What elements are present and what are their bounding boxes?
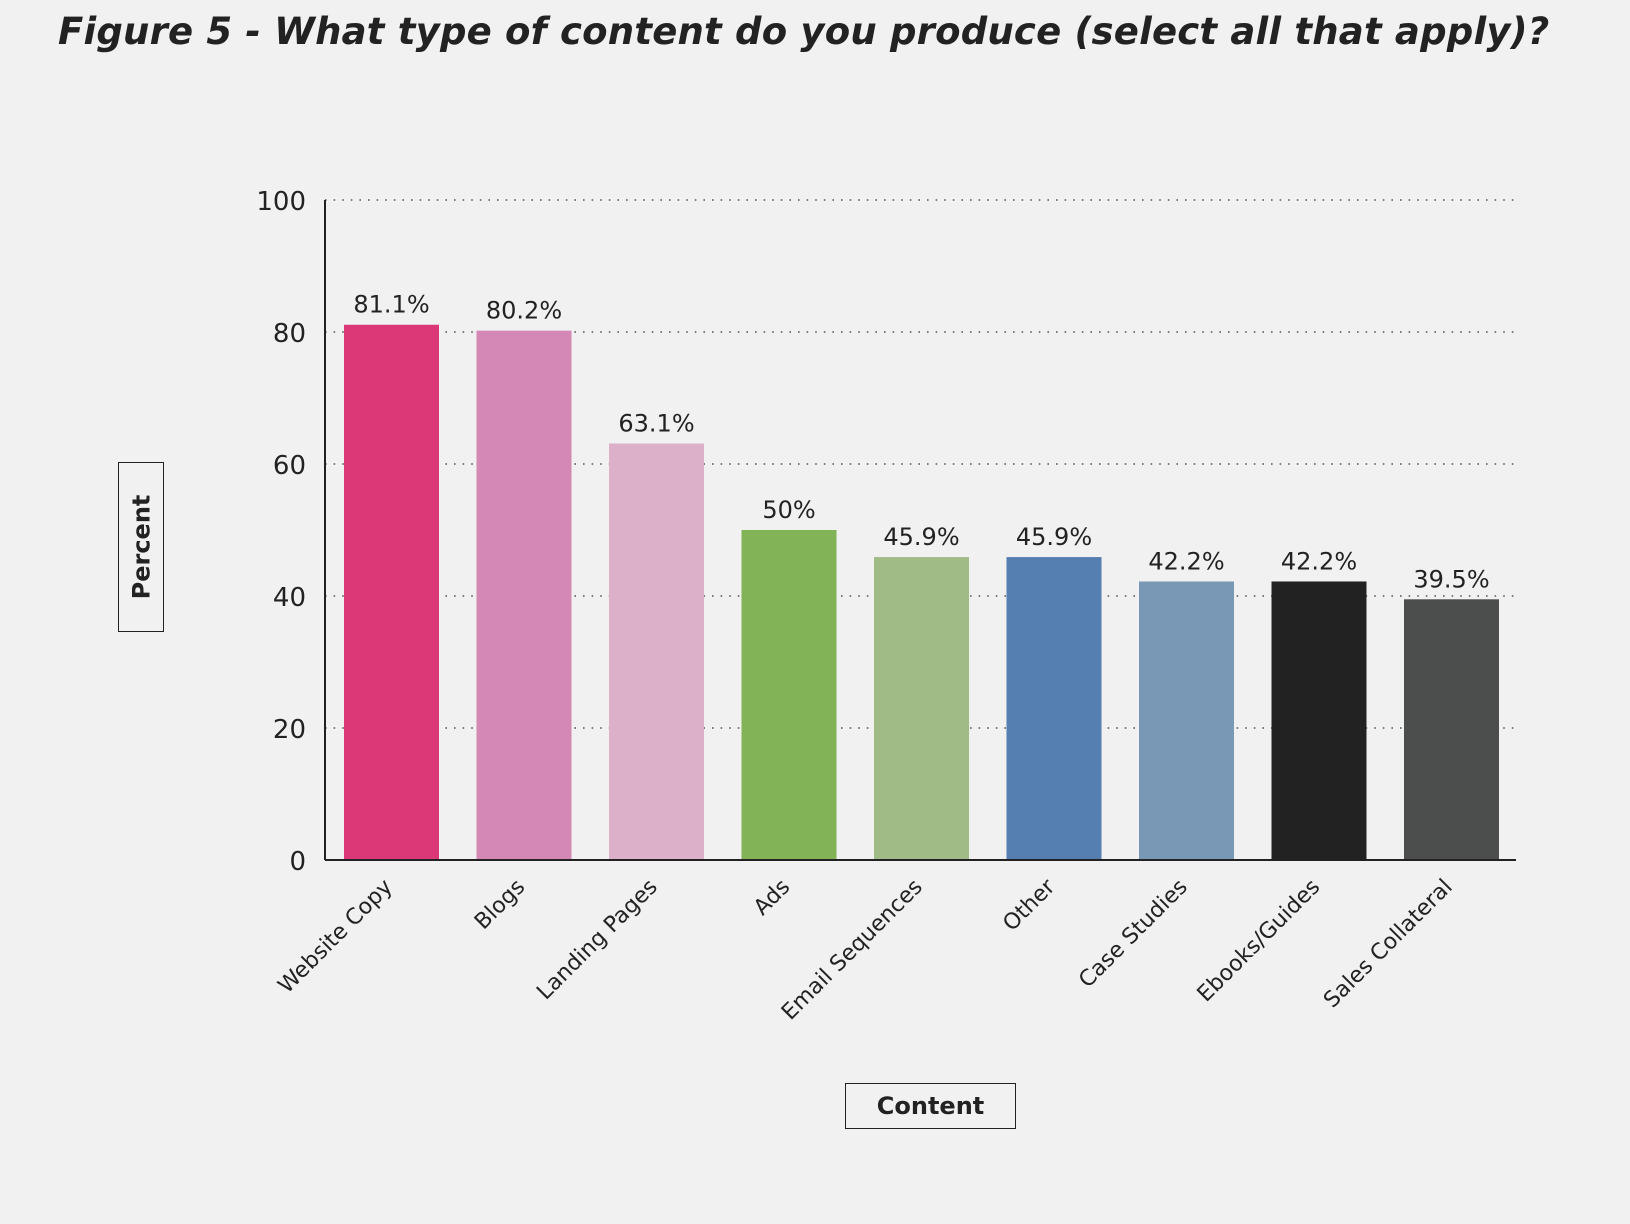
x-tick-label: Website Copy [274,875,398,999]
y-tick-label: 20 [273,715,306,745]
bar-website-copy [344,324,439,860]
bar-other [1006,557,1102,860]
x-tick-label: Other [998,874,1061,937]
bars [344,324,1499,860]
x-tick-label: Ebooks/Guides [1193,875,1326,1008]
bar-case-studies [1139,581,1234,860]
x-tick-label: Sales Collateral [1319,875,1458,1014]
data-label: 63.1% [618,410,694,438]
y-axis-title: Percent [118,462,164,632]
data-label: 81.1% [353,291,429,319]
x-tick-label: Blogs [470,875,530,935]
bar-blogs [476,330,572,860]
bar-ads [741,530,837,860]
x-tick-label: Email Sequences [777,875,928,1026]
data-label: 45.9% [883,523,959,551]
y-tick-label: 80 [273,319,306,349]
y-tick-label: 60 [273,451,306,481]
y-axis-title-text: Percent [127,494,156,600]
bar-sales-collateral [1404,599,1499,860]
data-labels: 81.1% 80.2% 63.1% 50% 45.9% 45.9% 42.2% 42.2% 39… [353,291,1489,594]
data-label: 42.2% [1281,547,1357,575]
y-tick-labels: 0 20 40 60 80 100 [256,187,306,877]
chart-title: Figure 5 - What type of content do you p… [58,10,1550,53]
x-axis-title-text: Content [876,1092,985,1120]
x-tick-label: Case Studies [1074,875,1192,993]
x-tick-label: Landing Pages [532,875,662,1005]
y-tick-label: 0 [289,847,306,877]
bar-landing-pages [609,443,704,860]
axes [324,200,1516,861]
data-label: 42.2% [1148,547,1224,575]
data-label: 45.9% [1016,523,1092,551]
data-label: 80.2% [486,297,562,325]
y-tick-label: 40 [273,583,306,613]
x-tick-label: Ads [749,875,795,921]
x-axis-title: Content [845,1083,1016,1129]
data-label: 50% [762,496,815,524]
bar-email-sequences [874,557,969,860]
bar-ebooks-guides [1271,581,1367,860]
data-label: 39.5% [1413,565,1489,593]
y-tick-label: 100 [256,187,306,217]
